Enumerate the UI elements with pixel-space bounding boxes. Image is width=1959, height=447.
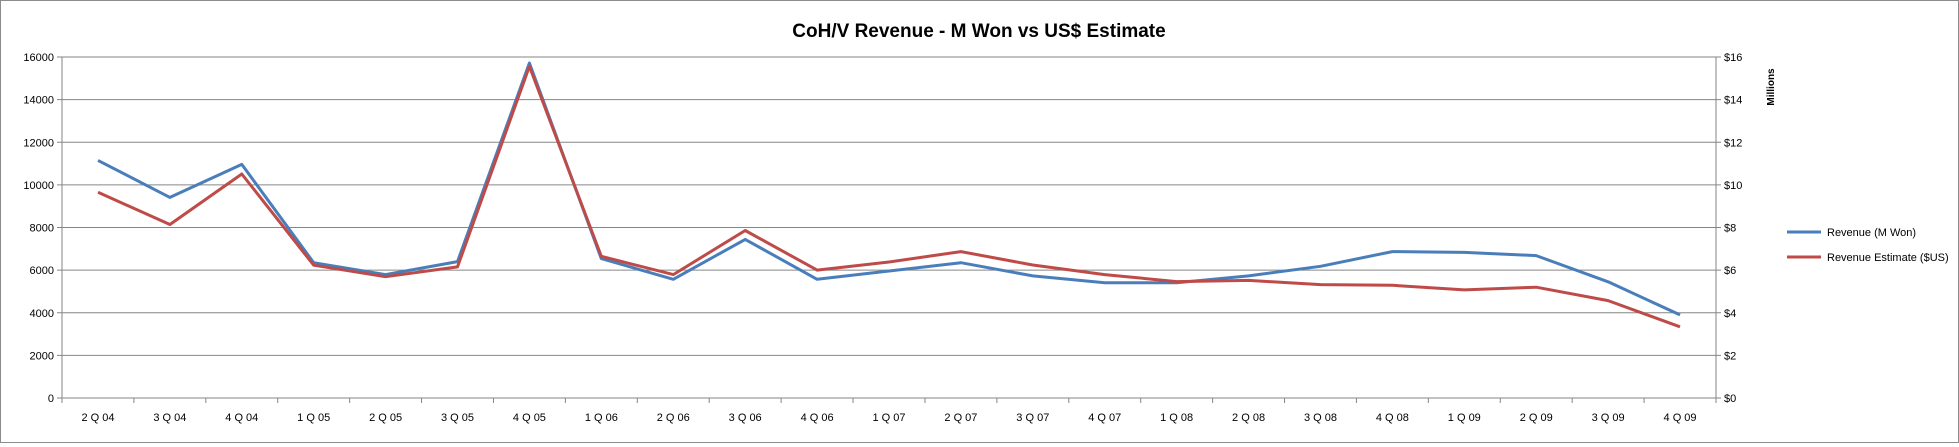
x-tick-label: 2 Q 08 (1232, 412, 1265, 424)
x-tick-label: 2 Q 05 (369, 412, 402, 424)
x-tick-label: 2 Q 09 (1520, 412, 1553, 424)
y-tick-label: 12000 (23, 137, 54, 149)
axes: 0 2000 4000 6000 8000 10000 12000 14000 16000 $0 $… (23, 52, 1777, 424)
x-tick-label: 3 Q 05 (441, 412, 474, 424)
x-tick-label: 1 Q 06 (585, 412, 618, 424)
y2-tick-label: $4 (1724, 308, 1736, 320)
x-tick-label: 4 Q 07 (1088, 412, 1121, 424)
series-line-revenue-estimate-usd (98, 66, 1680, 326)
x-tick-label: 1 Q 05 (297, 412, 330, 424)
y2-tick-label: $8 (1724, 223, 1736, 235)
gridlines (62, 57, 1716, 355)
x-tick-label: 3 Q 07 (1016, 412, 1049, 424)
y2-tick-label: $0 (1724, 393, 1736, 405)
y-tick-label: 8000 (30, 223, 54, 235)
x-tick-label: 3 Q 06 (729, 412, 762, 424)
y-tick-label: 14000 (23, 95, 54, 107)
x-tick-label: 4 Q 08 (1376, 412, 1409, 424)
y-tick-label: 16000 (23, 52, 54, 64)
series-line-revenue-m-won (98, 63, 1680, 315)
series-lines (98, 63, 1680, 327)
x-tick-label: 3 Q 08 (1304, 412, 1337, 424)
x-tick-label: 3 Q 04 (153, 412, 186, 424)
y-tick-label: 0 (48, 393, 54, 405)
x-tick-label: 4 Q 05 (513, 412, 546, 424)
y-tick-label: 10000 (23, 180, 54, 192)
x-tick-label: 2 Q 06 (657, 412, 690, 424)
y-tick-label: 2000 (30, 350, 54, 362)
y2-tick-label: $12 (1724, 137, 1742, 149)
x-tick-label: 1 Q 09 (1448, 412, 1481, 424)
x-tick-label: 1 Q 08 (1160, 412, 1193, 424)
y2-tick-label: $10 (1724, 180, 1742, 192)
chart-title: CoH/V Revenue - M Won vs US$ Estimate (792, 21, 1165, 42)
y2-tick-label: $6 (1724, 265, 1736, 277)
y-tick-label: 6000 (30, 265, 54, 277)
y-tick-label: 4000 (30, 308, 54, 320)
x-tick-label: 2 Q 07 (944, 412, 977, 424)
legend: Revenue (M Won) Revenue Estimate ($US) (1787, 227, 1949, 264)
y2-axis-label: Millions (1766, 68, 1777, 106)
x-tick-label: 1 Q 07 (872, 412, 905, 424)
y2-tick-label: $2 (1724, 350, 1736, 362)
x-tick-label: 4 Q 04 (225, 412, 258, 424)
x-tick-label: 3 Q 09 (1592, 412, 1625, 424)
x-tick-label: 4 Q 09 (1664, 412, 1697, 424)
y2-tick-label: $14 (1724, 95, 1742, 107)
legend-label: Revenue (M Won) (1827, 227, 1916, 239)
x-tick-label: 2 Q 04 (81, 412, 114, 424)
legend-label: Revenue Estimate ($US) (1827, 252, 1949, 264)
y2-tick-label: $16 (1724, 52, 1742, 64)
x-tick-label: 4 Q 06 (801, 412, 834, 424)
